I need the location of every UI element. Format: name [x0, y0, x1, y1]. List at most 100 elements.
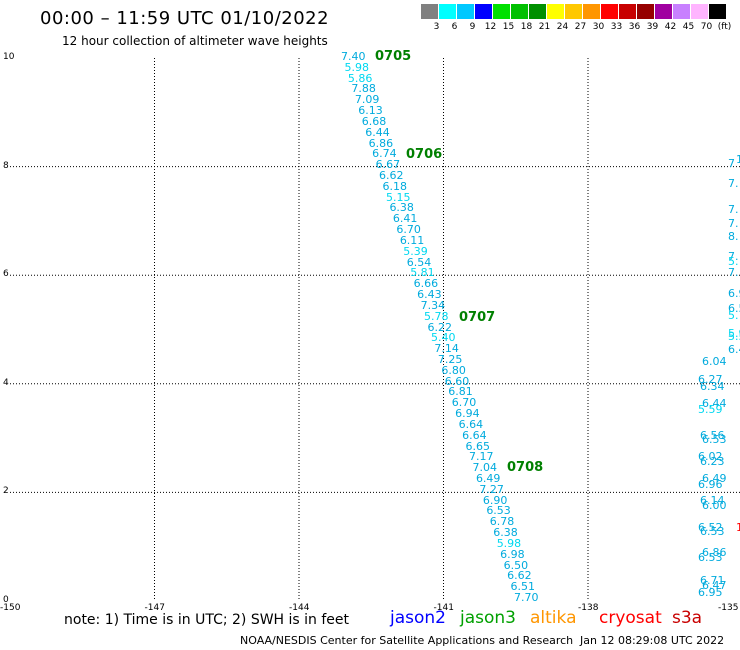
wave-height-value: 7: [728, 157, 735, 170]
wave-height-value: 6.95: [698, 586, 723, 599]
wave-height-value: 5.59: [698, 403, 723, 416]
scale-label: 12: [484, 22, 497, 32]
grid-lines: [10, 58, 740, 600]
wave-height-value: 6.53: [702, 433, 727, 446]
wave-height-value: 6.53: [486, 504, 511, 518]
wave-height-value: 5.9: [728, 327, 740, 340]
scale-label: 27: [574, 22, 587, 32]
wave-height-value: 6.67: [375, 158, 401, 172]
wave-height-value: 6.70: [396, 223, 421, 237]
wave-height-value: 6.74: [372, 147, 397, 161]
wave-height-value: 5.98: [344, 60, 369, 74]
wave-height-value: 6.86: [702, 546, 727, 559]
scale-label: 18: [520, 22, 533, 32]
scale-label: 45: [682, 22, 695, 32]
wave-height-value: 5.78: [424, 309, 449, 323]
wave-height-value: 6.53: [698, 551, 723, 564]
wave-height-value: 6.44: [365, 125, 390, 139]
wave-height-value: 6.81: [448, 385, 473, 399]
edge-track-mark: 1: [736, 153, 740, 166]
scale-label: 42: [664, 22, 677, 32]
wave-height-value: 6.94: [455, 407, 480, 421]
y-tick-label: 4: [3, 377, 9, 388]
scale-swatch: [439, 4, 456, 19]
wave-height-value: 7.: [728, 217, 739, 230]
scale-label: 6: [451, 22, 458, 32]
wave-height-value: 6.60: [444, 374, 470, 388]
wave-height-value: 7.70: [514, 591, 539, 604]
scale-swatch: [637, 4, 654, 19]
x-tick-label: -135: [718, 603, 739, 613]
y-tick-label: 10: [3, 52, 15, 62]
map-title: 00:00 – 11:59 UTC 01/10/2022: [40, 8, 330, 29]
wave-height-value: 6.51: [510, 580, 536, 594]
wave-height-value: 6.49: [702, 472, 727, 485]
wave-height-value: 5.39: [403, 244, 428, 258]
scale-swatch: [493, 4, 510, 19]
pass-time-label: 0707: [459, 310, 496, 325]
wave-height-value: 6.22: [427, 320, 453, 334]
wave-height-value: 6.11: [399, 233, 425, 247]
wave-height-value: 5.: [728, 309, 739, 322]
wave-height-value: 6.00: [702, 499, 727, 512]
wave-height-value: 6.47: [702, 579, 727, 592]
x-tick-label: -147: [144, 603, 165, 613]
wave-height-value: 6.62: [507, 569, 532, 583]
x-tick-label: -150: [0, 603, 21, 613]
scale-label: 9: [469, 22, 476, 32]
generation-timestamp: Jan 12 08:29:08 UTC 2022: [580, 634, 725, 647]
scale-label: 24: [556, 22, 569, 32]
wave-height-value: 6.78: [489, 515, 515, 529]
wave-height-value: 6.9: [728, 287, 740, 300]
wave-height-value: 5.98: [496, 536, 522, 550]
wave-height-value: 7.25: [437, 352, 463, 366]
scale-swatch: [655, 4, 672, 19]
y-tick-label: 8: [3, 160, 9, 171]
scale-swatch: [673, 4, 690, 19]
scale-label: 36: [628, 22, 641, 32]
satellite-legend-item: s3a: [672, 608, 703, 628]
scale-label: 70: [700, 22, 713, 32]
wave-height-value: 7.09: [354, 93, 380, 107]
wave-height-value: 6.65: [465, 439, 491, 453]
y-tick-label: 2: [3, 486, 9, 497]
wave-height-value: 6.98: [500, 547, 525, 561]
wave-height-value: 6.68: [361, 114, 387, 128]
scale-swatch: [547, 4, 564, 19]
wave-height-value: 7.: [728, 266, 739, 279]
scale-swatch: [457, 4, 474, 19]
wave-height-value: 6.64: [458, 417, 484, 431]
satellite-legend-item: altika: [530, 608, 577, 628]
wave-height-value: 6.43: [417, 288, 442, 302]
x-tick-label: -141: [433, 603, 454, 613]
wave-height-value: 5.81: [410, 266, 435, 280]
wave-height-value: 6.02: [698, 450, 723, 463]
wave-height-value: 6.80: [441, 363, 466, 377]
scale-swatch: [619, 4, 636, 19]
wave-height-value: 6.44: [702, 397, 727, 410]
wave-height-value: 6.66: [413, 277, 439, 291]
wave-height-value: 6.50: [503, 558, 529, 572]
wave-height-value: 7.34: [420, 298, 446, 312]
satellite-legend-item: jason2: [390, 608, 446, 628]
wave-height-value: 6.70: [451, 396, 477, 410]
scale-label: 15: [502, 22, 515, 32]
scale-swatch: [583, 4, 600, 19]
wave-height-value: 7.40: [341, 50, 366, 63]
wave-height-value: 7.: [728, 250, 739, 263]
wave-height-value: 5.86: [347, 71, 373, 85]
wave-height-value: 6.4: [728, 343, 740, 356]
scale-label: 21: [538, 22, 551, 32]
edge-track-mark: 1: [736, 521, 740, 534]
scale-label: 30: [592, 22, 605, 32]
wave-height-value: 7.14: [434, 342, 459, 356]
wave-height-value: 7.88: [351, 82, 376, 96]
wave-height-value: 6.38: [389, 201, 414, 215]
wave-height-value: 5.: [728, 255, 739, 268]
wave-height-value: 6.23: [700, 455, 725, 468]
units-note: note: 1) Time is in UTC; 2) SWH is in fe…: [64, 612, 350, 628]
wave-height-value: 6.14: [700, 494, 725, 507]
wave-height-value: 6.96: [698, 478, 723, 491]
wave-height-value: 6.04: [702, 355, 727, 368]
pass-time-label: 0705: [375, 49, 412, 64]
